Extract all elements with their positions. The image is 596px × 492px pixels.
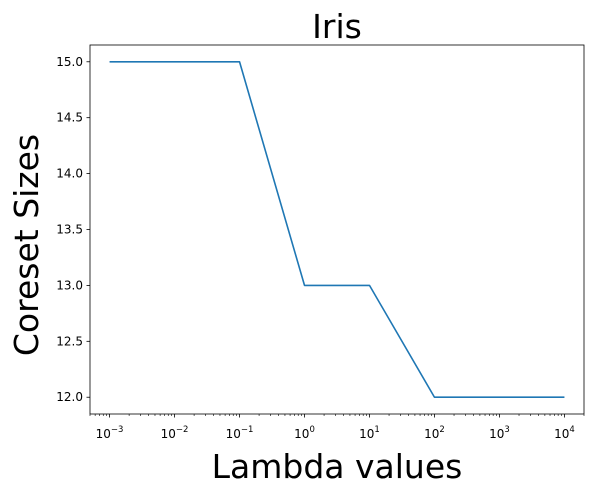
x-tick-label: 100 (294, 425, 315, 441)
x-tick-label: 101 (359, 425, 380, 441)
x-tick-label: 10−2 (161, 425, 189, 441)
x-axis-label: Lambda values (212, 447, 463, 486)
x-tick-label: 10−3 (96, 425, 124, 441)
y-tick-label: 12.5 (56, 334, 83, 348)
chart-title: Iris (312, 7, 362, 46)
y-tick-label: 13.5 (56, 223, 83, 237)
y-tick-label: 13.0 (56, 278, 83, 292)
y-tick-label: 14.5 (56, 111, 83, 125)
y-tick-label: 12.0 (56, 390, 83, 404)
x-tick-label: 103 (489, 425, 510, 441)
y-tick-label: 15.0 (56, 55, 83, 69)
x-tick-label: 10−1 (226, 425, 254, 441)
series-line (109, 60, 565, 399)
x-tick-label: 104 (554, 425, 575, 441)
y-tick-label: 14.0 (56, 167, 83, 181)
plot-area: 10−3 10−2 10−1 100 101 102 103 104 12.0 12.5 13.0 1… (56, 44, 585, 441)
axes-frame (89, 44, 585, 415)
x-tick-label: 102 (424, 425, 445, 441)
y-axis-label: Coreset Sizes (7, 134, 46, 356)
